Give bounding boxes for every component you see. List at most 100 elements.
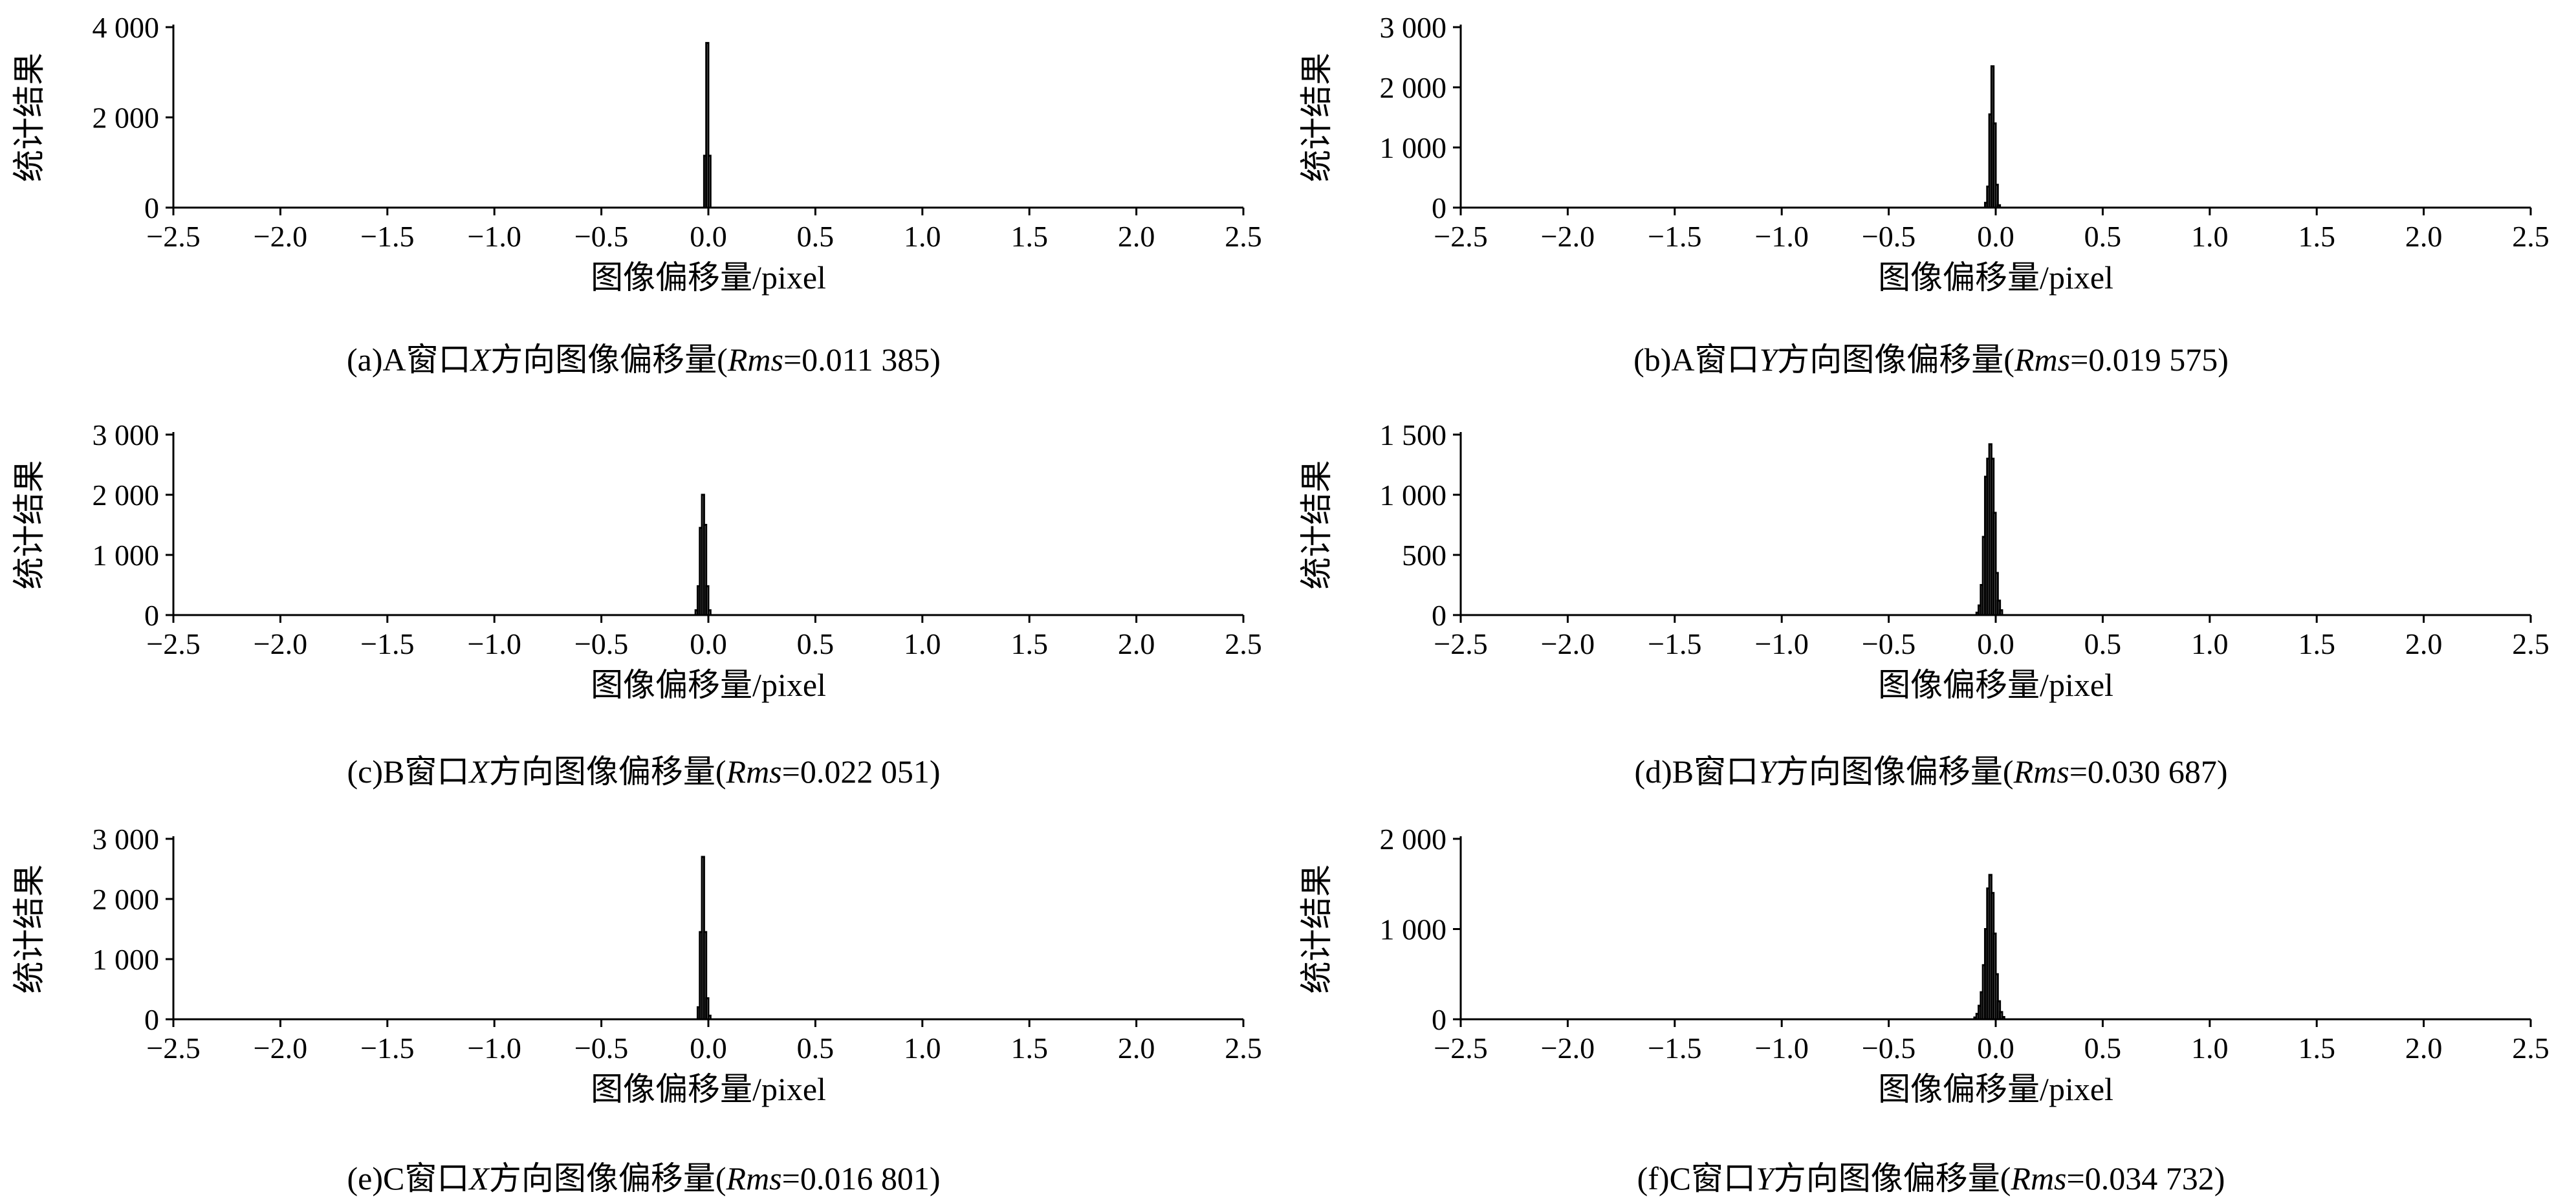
x-tick-label: −1.0 (467, 627, 521, 660)
y-tick-label: 1 000 (93, 943, 160, 976)
y-tick-label: 0 (144, 1003, 159, 1036)
x-tick-label: −1.0 (1754, 220, 1808, 253)
x-tick-label: 1.0 (2191, 1032, 2229, 1065)
histogram-panel-c: −2.5 −2.0 −1.5 −1.0 −0.5 0.0 0.5 1.0 1.5 2.0 2.5 0 1… (11, 418, 1262, 703)
caption-middle: 方向图像偏移量( (1777, 341, 2014, 378)
y-axis-label: 统计结果 (1298, 53, 1335, 182)
y-tick-label: 2 000 (93, 479, 160, 512)
x-tick-label: −2.5 (146, 627, 200, 660)
y-axis-label: 统计结果 (11, 865, 47, 994)
x-tick-label: −1.5 (360, 627, 414, 660)
y-axis-label: 统计结果 (1298, 865, 1335, 994)
x-tick-label: −1.0 (467, 220, 521, 253)
caption-panel-b: (b)A窗口Y方向图像偏移量(Rms=0.019 575) (1287, 334, 2575, 380)
caption-middle: 方向图像偏移量( (488, 753, 726, 790)
y-tick-label: 2 000 (1380, 71, 1447, 104)
x-tick-label: 2.0 (2405, 1032, 2443, 1065)
caption-axis-var: Y (1758, 753, 1776, 790)
x-tick-label: −1.5 (1648, 627, 1701, 660)
y-tick-label: 3 000 (1380, 11, 1447, 44)
caption-rms-value: =0.030 687) (2069, 753, 2228, 790)
caption-middle: 方向图像偏移量( (490, 341, 728, 378)
x-tick-label: 0.0 (1977, 1032, 2014, 1065)
caption-prefix: (f)C窗口 (1637, 1160, 1756, 1196)
caption-rms-label: Rms (726, 1160, 782, 1196)
x-tick-label: 1.5 (1010, 1032, 1048, 1065)
caption-axis-var: X (469, 753, 489, 790)
x-tick-label: −2.0 (1541, 1032, 1595, 1065)
histogram-panel-d: −2.5 −2.0 −1.5 −1.0 −0.5 0.0 0.5 1.0 1.5 2.0 2.5 0 5… (1298, 418, 2549, 703)
x-tick-label: −0.5 (574, 1032, 628, 1065)
x-tick-label: −2.0 (254, 220, 307, 253)
x-tick-label: 1.5 (2298, 220, 2335, 253)
caption-rms-value: =0.034 732) (2066, 1160, 2225, 1196)
x-tick-label: 1.0 (904, 627, 941, 660)
caption-prefix: (b)A窗口 (1633, 341, 1760, 378)
x-tick-label: 0.0 (690, 1032, 727, 1065)
x-tick-label: 0.5 (2084, 220, 2122, 253)
x-tick-label: −2.5 (1434, 1032, 1487, 1065)
histogram-panel-f: −2.5 −2.0 −1.5 −1.0 −0.5 0.0 0.5 1.0 1.5 2.0 2.5 0 1… (1298, 823, 2549, 1107)
caption-panel-d: (d)B窗口Y方向图像偏移量(Rms=0.030 687) (1287, 746, 2575, 792)
x-axis-label: 图像偏移量/pixel (591, 667, 826, 703)
histogram-panel-b: −2.5 −2.0 −1.5 −1.0 −0.5 0.0 0.5 1.0 1.5 2.0 2.5 0 1… (1298, 11, 2549, 296)
x-tick-label: −1.5 (1648, 1032, 1701, 1065)
x-tick-label: −1.0 (467, 1032, 521, 1065)
x-tick-label: 2.0 (1118, 1032, 1155, 1065)
caption-rms-value: =0.011 385) (783, 341, 941, 378)
x-tick-label: 0.0 (690, 220, 727, 253)
y-tick-label: 1 000 (93, 539, 160, 572)
x-tick-label: 1.5 (2298, 1032, 2335, 1065)
x-tick-label: 2.5 (2512, 627, 2549, 660)
x-tick-label: 1.0 (904, 1032, 941, 1065)
caption-panel-e: (e)C窗口X方向图像偏移量(Rms=0.016 801) (0, 1152, 1287, 1199)
x-axis-label: 图像偏移量/pixel (591, 1071, 826, 1107)
x-tick-label: 1.0 (2191, 220, 2229, 253)
y-tick-label: 0 (1432, 191, 1446, 224)
histogram-bar-2 (707, 155, 712, 209)
y-axis-label: 统计结果 (11, 53, 47, 182)
y-tick-label: 3 000 (93, 823, 160, 856)
x-tick-label: −2.0 (1541, 220, 1595, 253)
caption-prefix: (e)C窗口 (347, 1160, 470, 1196)
x-tick-label: 0.0 (1977, 220, 2014, 253)
caption-panel-f: (f)C窗口Y方向图像偏移量(Rms=0.034 732) (1287, 1152, 2575, 1199)
caption-rms-label: Rms (2011, 1160, 2067, 1196)
x-tick-label: 1.0 (2191, 627, 2229, 660)
x-tick-label: −1.0 (1754, 627, 1808, 660)
x-tick-label: −1.0 (1754, 1032, 1808, 1065)
y-tick-label: 1 500 (1380, 418, 1447, 451)
caption-prefix: (a)A窗口 (347, 341, 471, 378)
y-tick-label: 4 000 (93, 11, 160, 44)
x-tick-label: −2.5 (146, 220, 200, 253)
caption-rms-value: =0.022 051) (781, 753, 941, 790)
histogram-panel-a: −2.5 −2.0 −1.5 −1.0 −0.5 0.0 0.5 1.0 1.5 2.0 2.5 0 2… (11, 11, 1262, 296)
y-tick-label: 0 (144, 191, 159, 224)
y-tick-label: 500 (1402, 539, 1446, 572)
x-tick-label: −0.5 (1862, 1032, 1916, 1065)
x-tick-label: −0.5 (1862, 627, 1916, 660)
histogram-bar-5 (1994, 184, 1999, 209)
y-tick-label: 2 000 (93, 102, 160, 135)
y-axis-label: 统计结果 (11, 460, 47, 590)
x-tick-label: 1.5 (1010, 627, 1048, 660)
caption-rms-label: Rms (2013, 753, 2069, 790)
x-tick-label: 2.5 (2512, 1032, 2549, 1065)
y-tick-label: 1 000 (1380, 131, 1447, 164)
caption-panel-a: (a)A窗口X方向图像偏移量(Rms=0.011 385) (0, 334, 1287, 380)
x-tick-label: −0.5 (1862, 220, 1916, 253)
x-tick-label: −2.5 (146, 1032, 200, 1065)
y-tick-label: 2 000 (93, 883, 160, 916)
x-tick-label: 1.0 (904, 220, 941, 253)
x-tick-label: 2.0 (2405, 627, 2443, 660)
caption-rms-label: Rms (2014, 341, 2071, 378)
x-tick-label: −1.5 (360, 220, 414, 253)
caption-prefix: (c)B窗口 (347, 753, 470, 790)
x-tick-label: −2.0 (254, 1032, 307, 1065)
x-tick-label: 0.5 (797, 1032, 835, 1065)
x-tick-label: −2.0 (1541, 627, 1595, 660)
x-tick-label: −2.0 (254, 627, 307, 660)
y-tick-label: 0 (1432, 1003, 1446, 1036)
x-tick-label: 2.0 (1118, 220, 1155, 253)
caption-middle: 方向图像偏移量( (488, 1160, 726, 1196)
